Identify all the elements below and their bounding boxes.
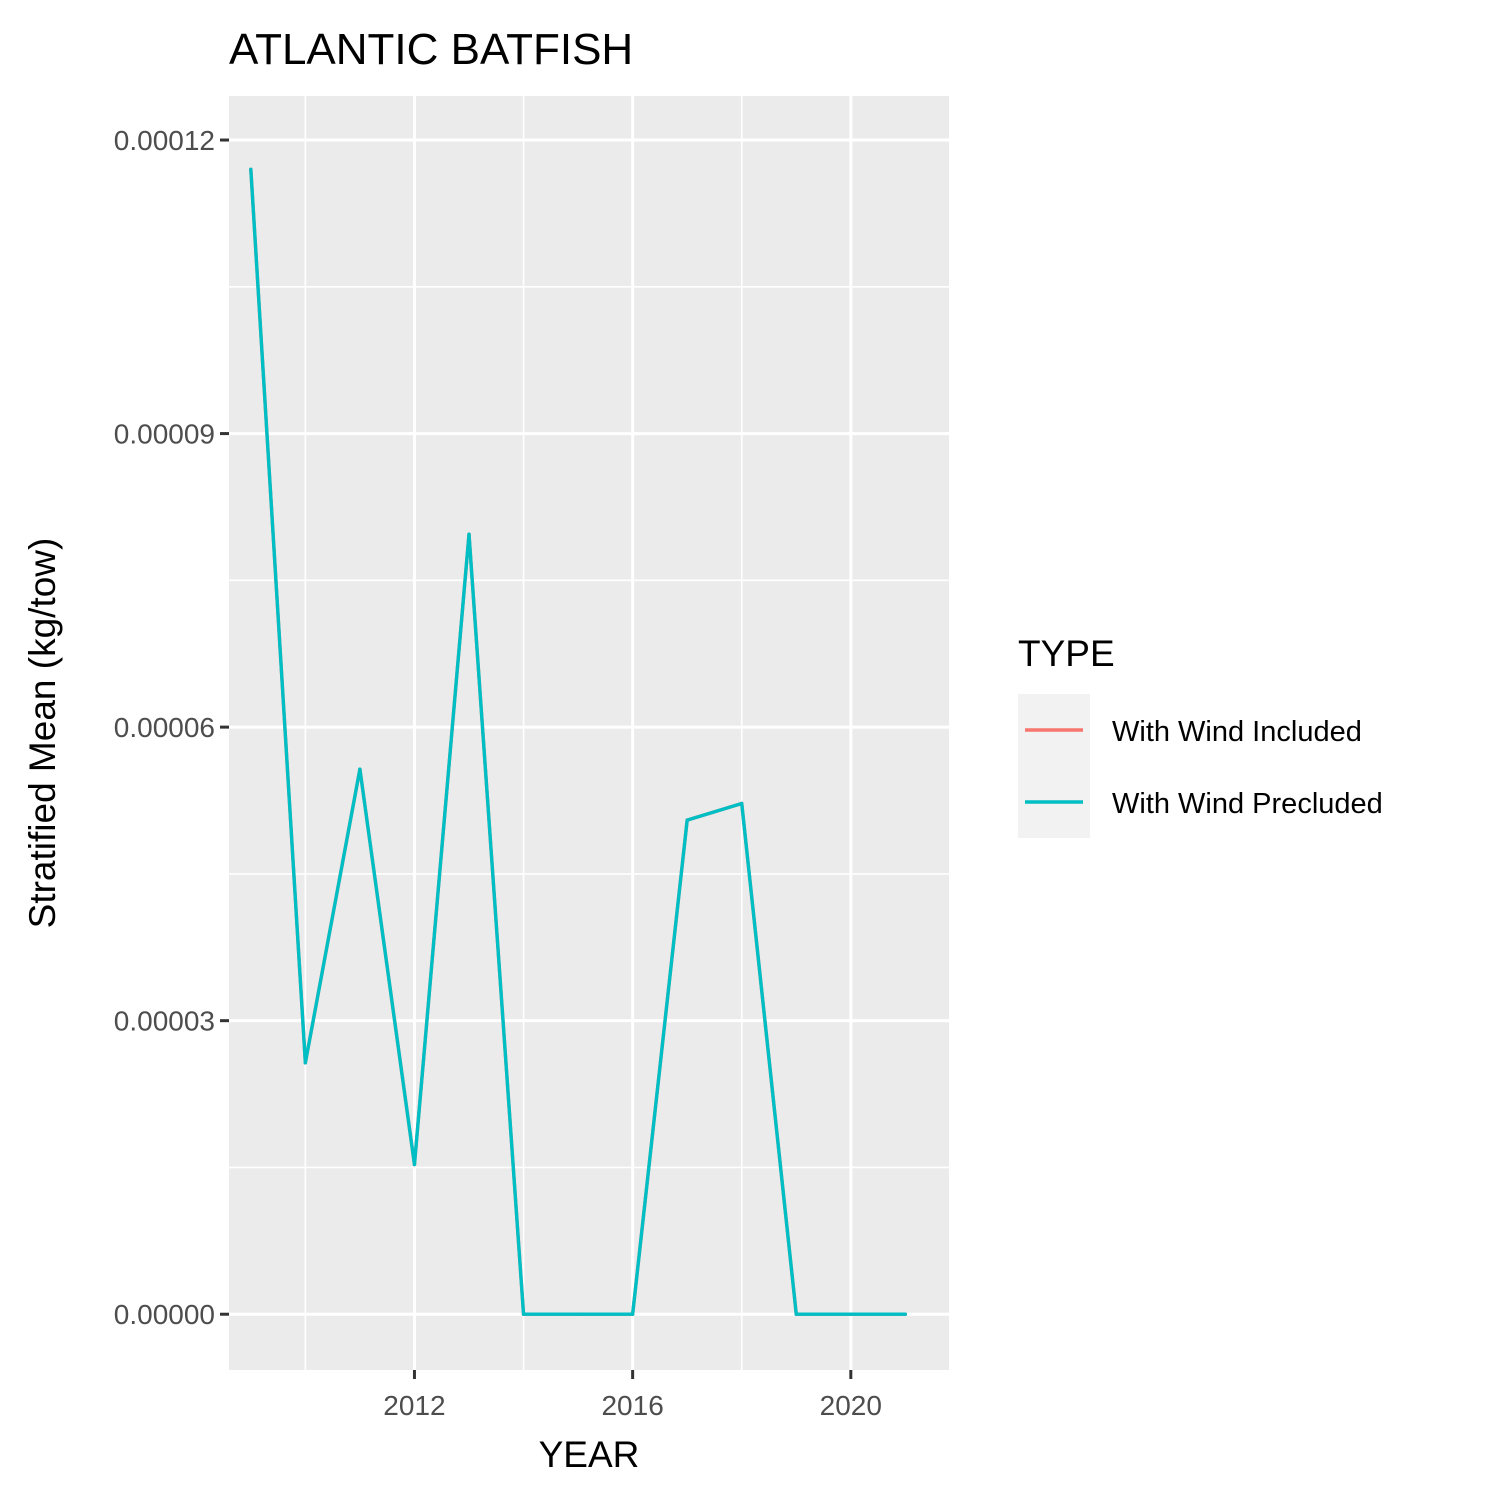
x-axis: 2012 2016 2020 bbox=[383, 1370, 882, 1421]
legend: TYPE With Wind Included With Wind Preclud… bbox=[1018, 633, 1383, 838]
y-axis-title: Stratified Mean (kg/tow) bbox=[22, 538, 63, 929]
data-point bbox=[412, 1162, 417, 1167]
x-axis-title: YEAR bbox=[539, 1434, 640, 1475]
data-point bbox=[630, 1312, 635, 1316]
legend-entries: With Wind Included With Wind Precluded bbox=[1025, 716, 1383, 820]
data-point bbox=[903, 1312, 908, 1316]
data-point bbox=[249, 167, 253, 172]
data-point bbox=[794, 1312, 798, 1316]
grid-major bbox=[229, 96, 949, 1370]
data-point bbox=[685, 818, 689, 822]
y-tick-label: 0.00012 bbox=[114, 125, 215, 156]
grid-minor bbox=[229, 96, 949, 1370]
y-tick-label: 0.00009 bbox=[114, 419, 215, 450]
data-point bbox=[740, 801, 744, 806]
y-axis: 0.00000 0.00003 0.00006 0.00009 0.00012 bbox=[114, 125, 229, 1330]
data-point bbox=[576, 1312, 580, 1316]
plot-panel bbox=[229, 96, 949, 1370]
legend-title: TYPE bbox=[1018, 633, 1115, 674]
y-tick-label: 0.00003 bbox=[114, 1006, 215, 1037]
legend-keys-background bbox=[1018, 694, 1090, 838]
x-tick-label: 2012 bbox=[383, 1390, 445, 1421]
x-tick-label: 2020 bbox=[820, 1390, 882, 1421]
data-point bbox=[521, 1312, 526, 1316]
data-point bbox=[303, 1061, 308, 1065]
series-layer bbox=[249, 167, 908, 1316]
data-point bbox=[849, 1312, 853, 1316]
legend-label: With Wind Included bbox=[1112, 716, 1362, 748]
data-point bbox=[358, 767, 362, 771]
chart-title: ATLANTIC BATFISH bbox=[229, 25, 633, 74]
x-tick-label: 2016 bbox=[601, 1390, 663, 1421]
data-point bbox=[467, 532, 471, 537]
y-tick-label: 0.00006 bbox=[114, 712, 215, 743]
y-tick-label: 0.00000 bbox=[114, 1299, 215, 1330]
legend-label: With Wind Precluded bbox=[1112, 788, 1383, 820]
